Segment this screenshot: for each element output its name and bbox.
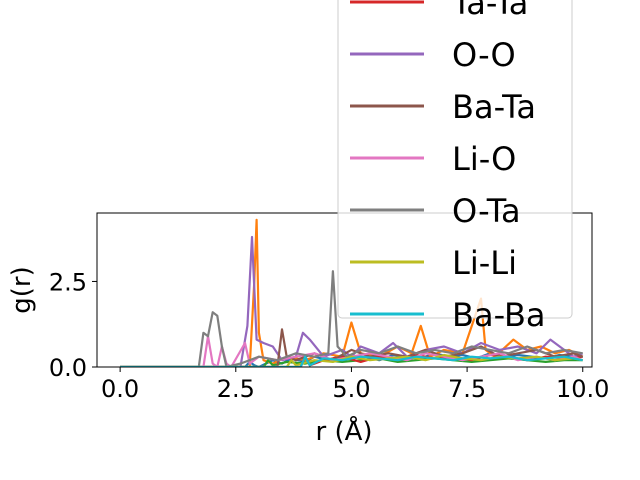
x-tick-label: 7.5 <box>448 375 486 403</box>
legend-label: Li-O <box>452 140 516 178</box>
y-ticks: 0.0 2.5 <box>49 268 97 382</box>
x-tick-label: 2.5 <box>217 375 255 403</box>
legend-label: O-O <box>452 36 516 74</box>
legend-box <box>337 0 573 319</box>
legend-label: Ta-Ta <box>451 0 528 22</box>
legend-label: Ba-Ba <box>452 296 546 334</box>
legend-label: Li-Li <box>452 244 517 282</box>
legend: Ta-Ta O-O Ba-Ta Li-O O-Ta Li-Li Ba-Ba <box>337 0 573 334</box>
series-line-ba-ba <box>120 355 583 367</box>
y-tick-label: 0.0 <box>49 354 87 382</box>
series-layer <box>120 218 584 367</box>
x-ticks: 0.0 2.5 5.0 7.5 10.0 <box>101 367 609 403</box>
legend-label: O-Ta <box>452 192 521 230</box>
legend-label: Ba-Ta <box>452 88 536 126</box>
x-tick-label: 10.0 <box>556 375 609 403</box>
x-tick-label: 0.0 <box>101 375 139 403</box>
y-tick-label: 2.5 <box>49 268 87 296</box>
x-axis-label: r (Å) <box>315 415 372 447</box>
series-line-li-li <box>120 353 583 367</box>
series-line-o-ta <box>120 270 583 367</box>
y-axis-label: g(r) <box>7 266 37 313</box>
x-tick-label: 5.0 <box>332 375 370 403</box>
